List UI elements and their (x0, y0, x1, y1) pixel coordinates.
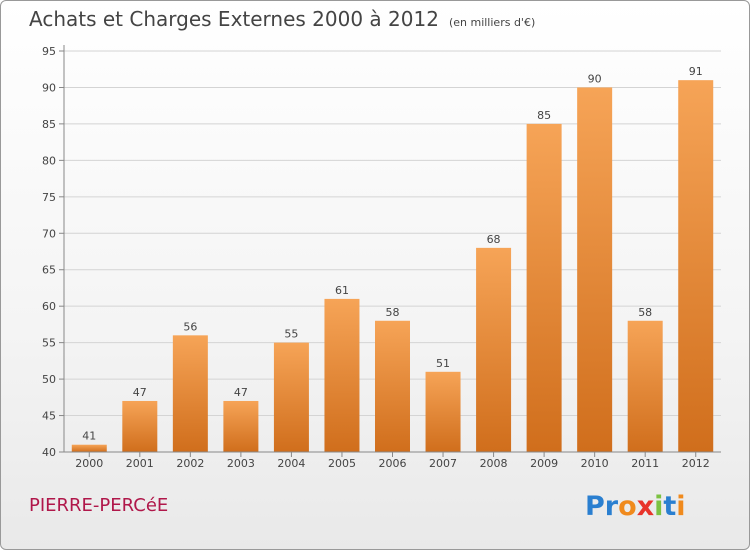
bar-value-label: 58 (386, 306, 400, 319)
y-tick-label: 95 (42, 45, 56, 58)
x-tick-label: 2007 (429, 457, 457, 470)
x-tick-label: 2006 (379, 457, 407, 470)
bar (526, 123, 562, 452)
chart-title-row: Achats et Charges Externes 2000 à 2012 (e… (29, 7, 535, 31)
x-tick-label: 2001 (126, 457, 154, 470)
bar-value-label: 61 (335, 284, 349, 297)
y-tick-label: 65 (42, 264, 56, 277)
bar (273, 342, 309, 452)
bar-value-label: 55 (284, 328, 298, 341)
bar-value-label: 90 (588, 72, 602, 85)
bar-value-label: 91 (689, 65, 703, 78)
y-tick-label: 75 (42, 191, 56, 204)
chart-subtitle: (en milliers d'€) (448, 16, 536, 29)
axes (59, 45, 721, 457)
bar (122, 400, 158, 452)
x-tick-label: 2002 (176, 457, 204, 470)
bar-value-label: 68 (487, 233, 501, 246)
y-tick-label: 50 (42, 373, 56, 386)
x-tick-label: 2004 (277, 457, 305, 470)
city-name: PIERRE-PERCéE (29, 495, 169, 516)
bar-value-label: 85 (537, 109, 551, 122)
x-tick-label: 2008 (480, 457, 508, 470)
x-tick-label: 2011 (631, 457, 659, 470)
bar (577, 87, 613, 453)
bar (678, 80, 714, 452)
bar (223, 400, 259, 452)
bar (476, 247, 512, 452)
y-tick-label: 40 (42, 446, 56, 459)
bars (71, 80, 714, 453)
logo-letter: o (618, 491, 637, 522)
bar (71, 444, 107, 452)
logo-letter: x (636, 491, 655, 522)
bar-value-label: 56 (183, 320, 197, 333)
logo-letter: P (585, 491, 605, 522)
proxiti-logo: Proxiti (585, 491, 686, 522)
y-tick-label: 80 (42, 154, 56, 167)
y-tick-label: 85 (42, 118, 56, 131)
y-tick-label: 70 (42, 227, 56, 240)
logo-letter: i (676, 491, 686, 522)
logo-letter: r (604, 491, 619, 522)
logo-letter: i (654, 491, 664, 522)
bar-value-label: 41 (82, 430, 96, 443)
y-tick-label: 55 (42, 337, 56, 350)
logo-letter: t (663, 491, 677, 522)
y-tick-label: 60 (42, 300, 56, 313)
bar (324, 298, 360, 452)
chart-title: Achats et Charges Externes 2000 à 2012 (29, 7, 439, 31)
bar (425, 371, 461, 452)
x-tick-label: 2012 (682, 457, 710, 470)
bar (375, 320, 410, 452)
y-tick-label: 45 (42, 410, 56, 423)
bar-value-label: 51 (436, 357, 450, 370)
x-tick-label: 2009 (530, 457, 558, 470)
bar-value-label: 58 (638, 306, 652, 319)
bar (172, 335, 208, 452)
x-tick-label: 2003 (227, 457, 255, 470)
bar-value-label: 47 (234, 386, 248, 399)
labels: 40 45 50 55 60 65 70 75 80 85 90 95 41 2000 47 2001 56 20… (42, 45, 710, 470)
bar-value-label: 47 (133, 386, 147, 399)
x-tick-label: 2010 (581, 457, 609, 470)
y-tick-label: 90 (42, 81, 56, 94)
x-tick-label: 2000 (75, 457, 103, 470)
bar (627, 320, 663, 452)
bar-chart: 40 45 50 55 60 65 70 75 80 85 90 95 41 2000 47 2001 56 20… (42, 45, 721, 470)
x-tick-label: 2005 (328, 457, 356, 470)
